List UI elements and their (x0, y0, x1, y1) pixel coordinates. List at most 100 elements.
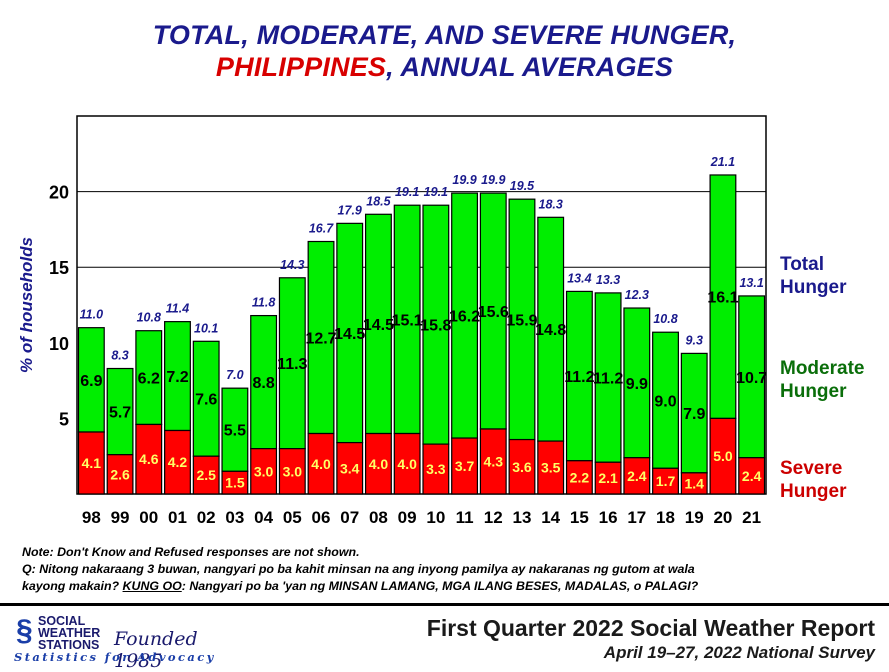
moderate-bar (652, 331, 679, 469)
moderate-value-label: 11.2 (593, 371, 623, 388)
moderate-value-label: 7.9 (683, 406, 705, 423)
severe-bar (393, 432, 421, 495)
severe-value-label: 2.1 (598, 470, 618, 486)
severe-bar (537, 440, 565, 495)
severe-bar (479, 428, 507, 495)
moderate-value-label: 16.2 (449, 309, 480, 326)
moderate-value-label: 15.6 (478, 304, 509, 321)
x-tick-label: 01 (168, 508, 187, 527)
total-value-label: 19.5 (510, 179, 535, 193)
report-title: First Quarter 2022 Social Weather Report (426, 615, 875, 641)
x-tick-label: 02 (197, 508, 216, 527)
x-tick-label: 05 (283, 508, 302, 527)
x-tick-label: 16 (599, 508, 618, 527)
severe-value-label: 2.6 (110, 466, 130, 482)
total-value-label: 19.9 (481, 173, 505, 187)
x-tick-label: 03 (225, 508, 244, 527)
moderate-bar (192, 340, 220, 457)
total-value-label: 11.0 (80, 308, 103, 322)
severe-value-label: 3.0 (254, 463, 274, 479)
severe-bar (680, 472, 708, 495)
moderate-bar (623, 307, 651, 459)
x-tick-label: 04 (254, 508, 273, 527)
total-value-label: 9.3 (686, 333, 703, 347)
x-tick-label: 00 (139, 508, 158, 527)
severe-bar (192, 455, 220, 495)
total-value-label: 18.3 (539, 197, 563, 211)
legend-severe-hunger: Severe Hunger (780, 458, 847, 502)
severe-value-label: 4.3 (484, 453, 504, 469)
moderate-bar (278, 277, 306, 450)
moderate-value-label: 14.5 (334, 326, 365, 343)
severe-bar (278, 448, 306, 495)
moderate-value-label: 15.9 (506, 312, 537, 329)
severe-value-label: 3.5 (541, 460, 561, 476)
moderate-bar (537, 216, 565, 442)
x-tick-label: 21 (742, 508, 761, 527)
x-tick-label: 12 (484, 508, 503, 527)
x-tick-label: 19 (685, 508, 704, 527)
total-value-label: 19.9 (452, 173, 476, 187)
moderate-bar (565, 290, 593, 462)
severe-bar (336, 441, 364, 495)
moderate-value-label: 5.5 (224, 423, 246, 440)
severe-value-label: 4.2 (168, 454, 188, 470)
x-tick-label: 15 (570, 508, 589, 527)
total-value-label: 12.3 (625, 288, 649, 302)
x-tick-label: 07 (340, 508, 359, 527)
moderate-value-label: 10.7 (736, 370, 767, 387)
severe-bar (77, 431, 105, 495)
x-tick-label: 20 (713, 508, 732, 527)
total-value-label: 13.3 (596, 273, 620, 287)
severe-value-label: 3.7 (455, 458, 475, 474)
total-value-label: 11.4 (166, 302, 189, 316)
total-value-label: 21.1 (710, 155, 735, 169)
total-value-label: 14.3 (280, 258, 304, 272)
severe-value-label: 1.7 (656, 473, 676, 489)
severe-value-label: 4.6 (139, 451, 159, 467)
note-question-part1: kayong makain? (22, 579, 123, 593)
total-value-label: 19.1 (395, 185, 419, 199)
moderate-bar (164, 321, 191, 432)
severe-bar (106, 454, 134, 495)
severe-value-label: 3.4 (340, 460, 360, 476)
moderate-value-label: 5.7 (109, 405, 131, 422)
sws-swirl-icon: § (16, 614, 33, 647)
moderate-bar (106, 367, 134, 456)
y-axis-label: % of households (17, 237, 36, 373)
moderate-bar (77, 327, 105, 433)
total-value-label: 10.1 (194, 321, 218, 335)
total-value-label: 16.7 (309, 221, 334, 235)
y-tick-label: 15 (49, 258, 69, 278)
moderate-bar (364, 213, 392, 435)
moderate-value-label: 15.8 (420, 318, 451, 335)
note-question: Q: Nitong nakaraang 3 buwan, nangyari po… (22, 562, 695, 576)
severe-bar (565, 460, 593, 495)
severe-value-label: 4.0 (311, 456, 331, 472)
moderate-bar (479, 192, 507, 430)
y-tick-label: 10 (49, 334, 69, 354)
total-value-label: 7.0 (226, 368, 243, 382)
moderate-bar (221, 387, 249, 472)
hunger-bar-chart: 5 10 15 20 % of households 4.1 6.9 11.0 98 2.6 5.7… (17, 115, 767, 527)
y-tick-label: 5 (59, 409, 69, 429)
moderate-value-label: 9.0 (654, 393, 676, 410)
moderate-value-label: 7.2 (166, 369, 188, 386)
severe-bar (307, 432, 335, 495)
severe-value-label: 2.4 (742, 468, 762, 484)
x-tick-label: 09 (398, 508, 417, 527)
moderate-value-label: 11.3 (277, 356, 307, 373)
moderate-bar (680, 352, 708, 474)
moderate-value-label: 16.1 (707, 290, 738, 307)
survey-dates: April 19–27, 2022 National Survey (603, 643, 875, 662)
severe-bar (250, 448, 278, 495)
moderate-value-label: 15.1 (392, 312, 423, 329)
x-tick-label: 08 (369, 508, 388, 527)
severe-value-label: 2.5 (196, 467, 216, 483)
severe-bar (164, 429, 191, 495)
total-value-label: 13.4 (567, 271, 591, 285)
total-value-label: 18.5 (366, 194, 391, 208)
sws-tagline: Statistics for Advocacy (14, 650, 216, 664)
total-value-label: 11.8 (252, 296, 275, 310)
moderate-value-label: 11.2 (564, 369, 594, 386)
